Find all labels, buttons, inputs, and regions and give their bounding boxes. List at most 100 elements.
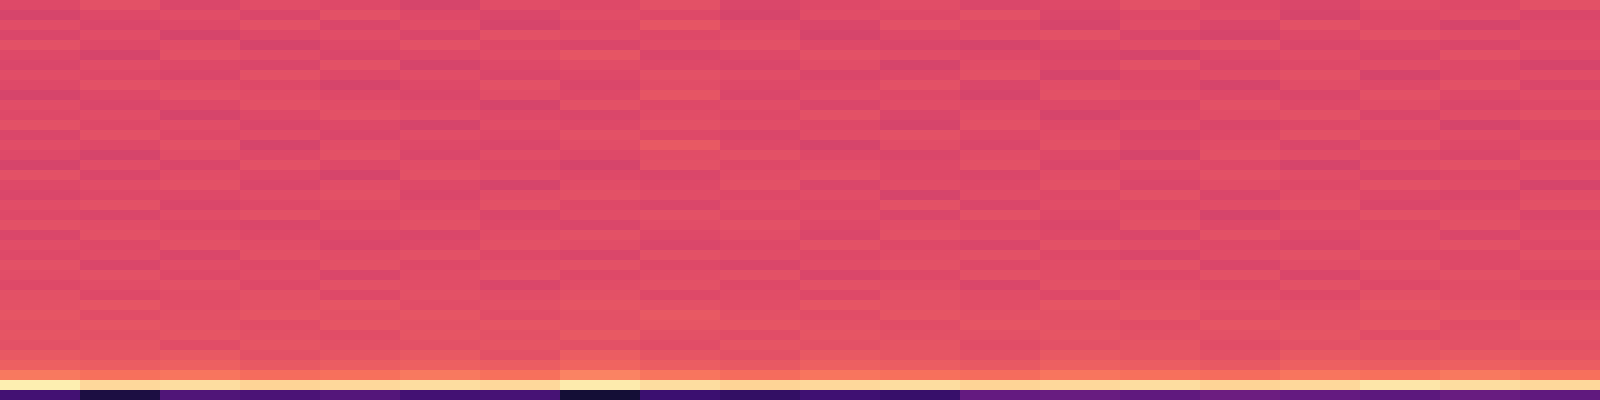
heatmap-cell — [960, 90, 1041, 101]
heatmap-cell — [1280, 60, 1361, 71]
heatmap-cell — [1520, 90, 1600, 101]
heatmap-cell — [240, 330, 321, 341]
heatmap-cell — [1120, 80, 1201, 91]
heatmap-cell — [960, 350, 1041, 361]
heatmap-cell — [1040, 100, 1121, 111]
heatmap-cell — [240, 210, 321, 221]
heatmap-cell — [1200, 270, 1281, 281]
heatmap-cell — [1120, 90, 1201, 101]
heatmap-cell — [640, 140, 721, 151]
heatmap-cell — [400, 340, 481, 351]
heatmap-cell — [0, 110, 81, 121]
heatmap-cell — [1200, 370, 1281, 381]
heatmap-cell — [400, 300, 481, 311]
heatmap-cell — [720, 270, 801, 281]
heatmap-cell — [80, 290, 161, 301]
heatmap-cell — [1280, 240, 1361, 251]
heatmap-cell — [1040, 210, 1121, 221]
heatmap-cell — [1440, 170, 1521, 181]
heatmap-cell — [880, 120, 961, 131]
heatmap-cell — [80, 20, 161, 31]
heatmap-cell — [1040, 330, 1121, 341]
heatmap-cell — [1120, 190, 1201, 201]
heatmap-cell — [480, 20, 561, 31]
heatmap-cell — [880, 190, 961, 201]
heatmap-cell — [720, 30, 801, 41]
heatmap-cell — [1440, 360, 1521, 371]
heatmap-cell — [1280, 140, 1361, 151]
heatmap-cell — [1440, 0, 1521, 11]
heatmap-cell — [320, 320, 401, 331]
heatmap-cell — [320, 300, 401, 311]
heatmap-cell — [480, 370, 561, 381]
heatmap-cell — [0, 80, 81, 91]
heatmap-cell — [880, 0, 961, 11]
heatmap-cell — [0, 340, 81, 351]
heatmap-cell — [1040, 30, 1121, 41]
heatmap-cell — [1360, 270, 1441, 281]
heatmap-cell — [1360, 190, 1441, 201]
heatmap-cell — [160, 80, 241, 91]
heatmap-cell — [320, 280, 401, 291]
heatmap-cell — [800, 10, 881, 21]
heatmap-cell — [1040, 290, 1121, 301]
heatmap-cell — [240, 200, 321, 211]
heatmap-cell — [1120, 240, 1201, 251]
heatmap-cell — [720, 260, 801, 271]
heatmap-cell — [880, 260, 961, 271]
heatmap-cell — [960, 380, 1041, 391]
heatmap-cell — [720, 170, 801, 181]
heatmap-cell — [960, 150, 1041, 161]
heatmap-cell — [1120, 260, 1201, 271]
heatmap-cell — [160, 90, 241, 101]
heatmap-cell — [560, 180, 641, 191]
heatmap-cell — [1120, 320, 1201, 331]
heatmap-cell — [1440, 60, 1521, 71]
heatmap-cell — [320, 190, 401, 201]
heatmap-cell — [0, 70, 81, 81]
heatmap-cell — [320, 270, 401, 281]
heatmap-cell — [480, 310, 561, 321]
heatmap-cell — [1520, 260, 1600, 271]
heatmap-cell — [80, 130, 161, 141]
heatmap-cell — [1280, 370, 1361, 381]
heatmap-cell — [880, 80, 961, 91]
heatmap-cell — [1200, 30, 1281, 41]
heatmap-cell — [560, 50, 641, 61]
heatmap-cell — [1360, 370, 1441, 381]
heatmap-cell — [800, 70, 881, 81]
heatmap-cell — [1440, 80, 1521, 91]
heatmap-cell — [160, 290, 241, 301]
heatmap-cell — [480, 380, 561, 391]
heatmap-cell — [560, 240, 641, 251]
heatmap-cell — [1280, 90, 1361, 101]
heatmap-cell — [0, 60, 81, 71]
heatmap-cell — [400, 250, 481, 261]
heatmap-cell — [560, 340, 641, 351]
heatmap-cell — [640, 30, 721, 41]
heatmap-cell — [80, 60, 161, 71]
heatmap-cell — [1440, 90, 1521, 101]
heatmap-cell — [1200, 240, 1281, 251]
heatmap-cell — [720, 220, 801, 231]
heatmap-cell — [1520, 120, 1600, 131]
heatmap-cell — [1440, 270, 1521, 281]
heatmap-cell — [320, 110, 401, 121]
heatmap-cell — [160, 110, 241, 121]
heatmap-cell — [560, 140, 641, 151]
heatmap-cell — [1520, 40, 1600, 51]
heatmap-cell — [320, 240, 401, 251]
heatmap-cell — [1040, 200, 1121, 211]
heatmap-cell — [1120, 290, 1201, 301]
heatmap-cell — [1120, 120, 1201, 131]
heatmap-cell — [1440, 130, 1521, 141]
heatmap-cell — [240, 110, 321, 121]
heatmap-cell — [1200, 150, 1281, 161]
heatmap-cell — [960, 290, 1041, 301]
heatmap-cell — [640, 190, 721, 201]
heatmap-cell — [80, 370, 161, 381]
heatmap-cell — [80, 300, 161, 311]
heatmap-cell — [1040, 230, 1121, 241]
heatmap-cell — [1360, 100, 1441, 111]
heatmap-cell — [160, 370, 241, 381]
